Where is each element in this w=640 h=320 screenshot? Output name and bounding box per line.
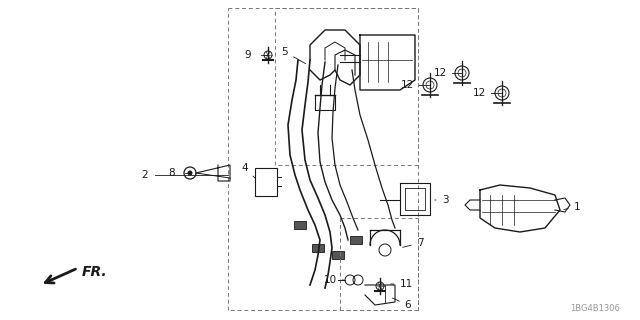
Text: 1BG4B1306: 1BG4B1306: [570, 304, 620, 313]
Polygon shape: [294, 221, 306, 229]
Polygon shape: [312, 244, 324, 252]
Text: 12: 12: [401, 80, 413, 90]
Circle shape: [188, 171, 193, 175]
Polygon shape: [332, 251, 344, 259]
Text: 4: 4: [242, 163, 255, 178]
Text: 11: 11: [391, 279, 413, 289]
Text: 2: 2: [141, 170, 148, 180]
Text: 5: 5: [282, 47, 305, 64]
Text: 1: 1: [564, 202, 580, 212]
Text: 8: 8: [169, 168, 175, 178]
Text: 6: 6: [392, 298, 412, 310]
Text: 7: 7: [403, 238, 423, 248]
Text: FR.: FR.: [82, 265, 108, 279]
Text: 10: 10: [323, 275, 344, 285]
Text: 9: 9: [244, 50, 252, 60]
Text: 12: 12: [433, 68, 447, 78]
Text: 3: 3: [435, 195, 448, 205]
Text: 12: 12: [472, 88, 486, 98]
Polygon shape: [350, 236, 362, 244]
